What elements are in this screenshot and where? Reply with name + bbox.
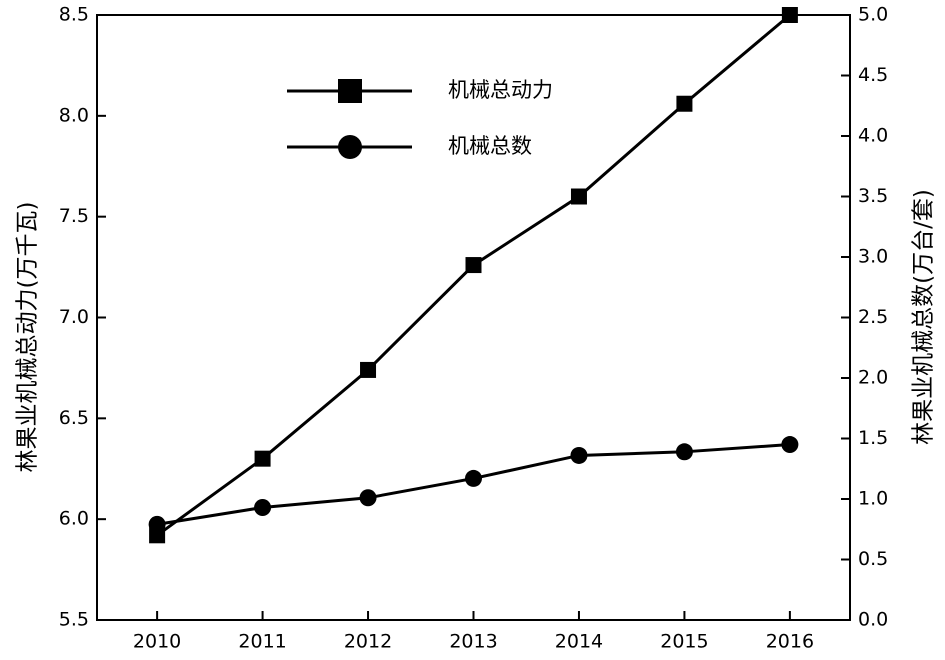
y2-tick-label: 0.5 xyxy=(858,548,888,570)
y-tick-label: 7.5 xyxy=(59,205,89,227)
y-tick-label: 5.5 xyxy=(59,609,89,631)
x-tick-label: 2014 xyxy=(555,631,603,653)
x-tick-label: 2011 xyxy=(238,631,286,653)
legend-square xyxy=(338,79,362,103)
y2-tick-label: 3.0 xyxy=(858,246,888,268)
plot-frame xyxy=(96,14,851,621)
marker-square xyxy=(254,450,271,467)
marker-square xyxy=(570,188,587,205)
y2-axis-title: 林果业机械总数(万台/套) xyxy=(911,189,937,445)
marker-square xyxy=(465,257,482,274)
y2-tick-label: 4.5 xyxy=(858,64,888,86)
y-tick-label: 7.0 xyxy=(59,306,89,328)
x-tick-label: 2010 xyxy=(133,631,181,653)
legend-label: 机械总数 xyxy=(448,134,532,158)
marker-circle xyxy=(465,469,482,487)
y2-tick-label: 0.0 xyxy=(858,609,888,631)
marker-circle xyxy=(148,515,166,533)
marker-circle xyxy=(675,443,693,461)
marker-circle xyxy=(254,498,272,516)
y2-tick-label: 2.0 xyxy=(858,367,888,389)
marker-circle xyxy=(781,436,799,454)
y-tick-label: 6.5 xyxy=(59,407,89,429)
y2-tick-label: 5.0 xyxy=(858,4,888,26)
y2-tick-label: 1.5 xyxy=(858,427,888,449)
y-axis-title: 林果业机械总动力(万千瓦) xyxy=(15,202,41,473)
y2-tick-label: 3.5 xyxy=(858,185,888,207)
y-tick-label: 8.5 xyxy=(59,4,89,26)
y2-tick-label: 4.0 xyxy=(858,125,888,147)
marker-circle xyxy=(570,446,588,464)
y2-tick-label: 2.5 xyxy=(858,306,888,328)
x-tick-label: 2013 xyxy=(449,631,497,653)
x-tick-label: 2012 xyxy=(344,631,392,653)
legend-circle xyxy=(338,135,362,159)
legend-label: 机械总动力 xyxy=(448,78,553,102)
marker-square xyxy=(781,7,798,23)
x-tick-label: 2015 xyxy=(660,631,708,653)
y2-tick-label: 1.0 xyxy=(858,488,888,510)
marker-square xyxy=(676,95,693,112)
x-tick-label: 2016 xyxy=(766,631,814,653)
y-tick-label: 8.0 xyxy=(59,104,89,126)
y-tick-label: 6.0 xyxy=(59,508,89,530)
marker-square xyxy=(360,361,377,378)
marker-circle xyxy=(359,489,377,507)
